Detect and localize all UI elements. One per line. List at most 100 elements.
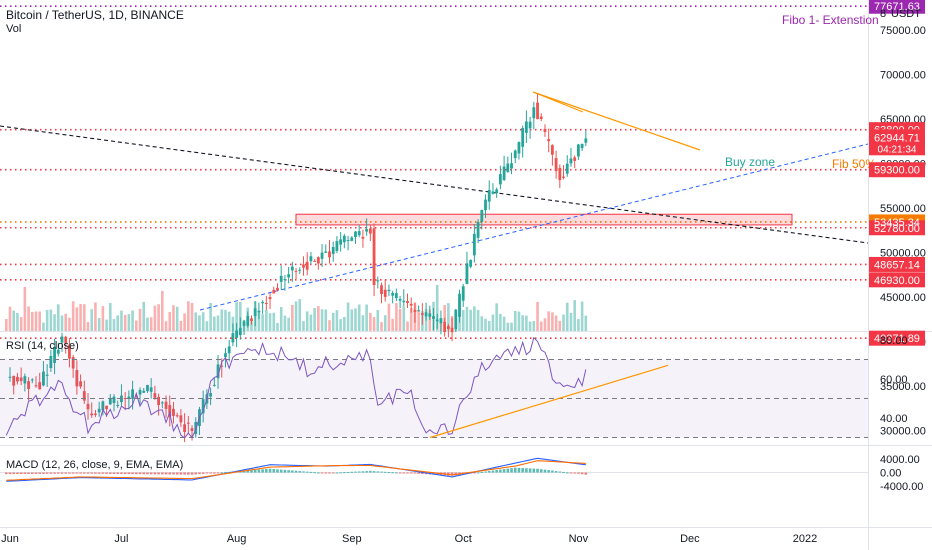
- volume-bar: [291, 304, 294, 331]
- volume-bar: [276, 322, 279, 331]
- volume-bar: [116, 315, 120, 331]
- macd-hist-bar: [513, 467, 517, 473]
- candle-body: [27, 381, 30, 389]
- candle-body: [112, 396, 116, 403]
- volume-bar: [287, 317, 290, 331]
- volume-bar: [157, 304, 160, 331]
- macd-hist-bar: [90, 472, 94, 474]
- candle-body: [398, 298, 402, 301]
- candle-body: [56, 349, 60, 354]
- candle-body: [420, 313, 424, 315]
- macd-hist-bar: [395, 472, 398, 474]
- buy-zone-box: [295, 213, 793, 226]
- macd-hist-bar: [335, 472, 339, 474]
- volume-bar: [131, 310, 134, 331]
- currency-label: USDT: [891, 8, 921, 20]
- candle-body: [34, 385, 38, 387]
- candle-body: [569, 158, 573, 164]
- candle-body: [576, 144, 580, 157]
- candle-body: [495, 189, 499, 194]
- volume-bar: [502, 316, 506, 331]
- macd-line: [6, 457, 586, 482]
- candle-body: [238, 327, 242, 336]
- candle-body: [491, 191, 495, 194]
- volume-bar: [417, 310, 420, 331]
- candle-body: [476, 221, 480, 238]
- macd-hist-bar: [320, 472, 324, 474]
- macd-hist-bar: [135, 472, 138, 475]
- macd-hist-bar: [309, 471, 313, 473]
- currency-prefix: 8: [880, 8, 887, 20]
- macd-hist-bar: [83, 472, 86, 474]
- rsi-tick-label: 60.00: [880, 374, 908, 386]
- macd-hist-bar: [391, 472, 394, 474]
- volume-bar: [484, 318, 487, 331]
- volume-bar: [298, 299, 302, 331]
- volume-bar: [42, 322, 45, 331]
- volume-bar: [409, 308, 413, 331]
- macd-hist-bar: [365, 471, 368, 473]
- candle-body: [257, 310, 261, 313]
- candle-body: [294, 270, 298, 272]
- x-tick-label: Dec: [680, 533, 700, 545]
- candle-body: [164, 401, 168, 409]
- candle-body: [153, 393, 157, 398]
- volume-bar: [71, 301, 75, 331]
- volume-bar: [309, 314, 313, 331]
- level-price-tag: [869, 256, 925, 272]
- candle-body: [480, 210, 484, 222]
- volume-bar: [45, 309, 49, 331]
- candle-body: [450, 327, 454, 333]
- volume-bar: [398, 308, 402, 331]
- macd-hist-bar: [521, 468, 524, 473]
- y-tick-label: 35000.00: [880, 381, 926, 393]
- level-price-tag: [869, 330, 925, 346]
- macd-hist-bar: [577, 472, 580, 474]
- macd-hist-bar: [60, 472, 64, 474]
- macd-hist-bar: [539, 469, 543, 473]
- macd-hist-bar: [16, 472, 19, 475]
- volume-bar: [487, 321, 491, 331]
- candle-body: [108, 397, 112, 405]
- macd-hist-bar: [584, 472, 588, 475]
- volume-bar: [350, 309, 354, 331]
- candle-body: [357, 231, 361, 236]
- candle-body: [264, 302, 268, 304]
- volume-bar: [227, 311, 231, 331]
- candle-body: [580, 143, 584, 149]
- candle-body: [391, 292, 395, 296]
- macd-hist-bar: [190, 472, 194, 475]
- candle-body: [562, 176, 565, 178]
- volume-bar: [495, 303, 498, 331]
- candle-body: [380, 285, 383, 294]
- macd-hist-bar: [53, 472, 56, 474]
- volume-bar: [365, 304, 368, 331]
- macd-hist-bar: [194, 472, 198, 475]
- volume-bar: [272, 312, 276, 331]
- volume-bar: [194, 312, 198, 331]
- macd-hist-bar: [86, 472, 90, 474]
- candle-body: [290, 266, 294, 271]
- macd-hist-bar: [317, 472, 320, 474]
- volume-bar: [461, 309, 465, 331]
- candle-body: [231, 333, 235, 343]
- candle-body: [413, 309, 417, 312]
- candle-body: [536, 102, 539, 120]
- macd-hist-bar: [94, 472, 97, 474]
- candle-body: [242, 321, 246, 326]
- candle-body: [201, 399, 205, 414]
- volume-bar: [391, 318, 394, 331]
- candle-body: [224, 353, 227, 358]
- macd-hist-bar: [480, 471, 484, 473]
- macd-hist-bar: [313, 472, 316, 474]
- candle-body: [53, 346, 56, 363]
- volume-bar: [554, 315, 558, 331]
- volume-bar: [12, 310, 16, 331]
- candle-body: [532, 107, 536, 119]
- volume-bar: [294, 301, 298, 331]
- macd-hist-bar: [27, 472, 30, 474]
- y-tick-label: 70000.00: [880, 70, 926, 82]
- volume-bar: [328, 320, 331, 331]
- macd-tick-label: 4000.00: [880, 454, 920, 466]
